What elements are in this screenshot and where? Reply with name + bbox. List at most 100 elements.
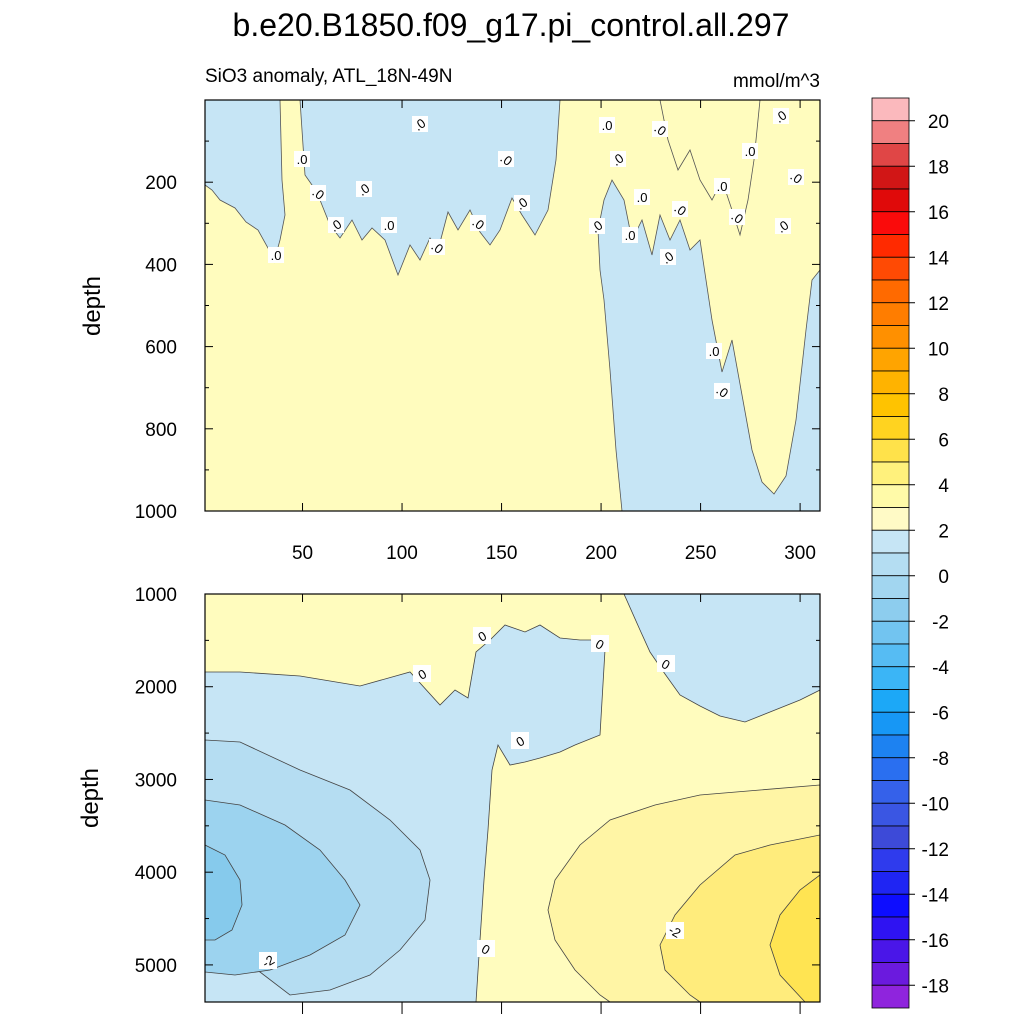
top-contour-label: .0	[429, 238, 446, 257]
top-contour-label: .0	[672, 200, 689, 219]
colorbar-box	[871, 962, 910, 986]
colorbar-box	[871, 370, 910, 395]
colorbar-box	[871, 984, 910, 1009]
top-contour-fill	[205, 100, 820, 511]
colorbar-label: 10	[928, 339, 949, 360]
colorbar-label: -4	[932, 658, 949, 679]
colorbar-box	[871, 734, 910, 759]
top-x-tick-label: 150	[486, 543, 518, 564]
colorbar-label: -18	[922, 976, 949, 997]
colorbar-box	[871, 757, 910, 781]
top-contour-label: .0	[652, 120, 669, 139]
top-contour-labels: .0.0.0.0.0.0.0.0.0.0.0.0.0.0.0.0.0.0.0.0…	[268, 107, 805, 401]
colorbar-box	[871, 165, 910, 190]
bottom-y-tick-label: 1000	[135, 585, 177, 606]
top-contour-label: .0	[310, 184, 327, 203]
colorbar-label: 4	[938, 476, 949, 497]
top-y-tick-label: 800	[145, 420, 177, 441]
colorbar-label: -8	[932, 749, 949, 770]
colorbar-label: 6	[938, 430, 949, 451]
top-contour-label: .0	[498, 150, 515, 169]
svg-text:.0: .0	[602, 118, 613, 133]
colorbar-label: 12	[928, 294, 949, 315]
colorbar-box	[871, 507, 910, 531]
bottom-contour-label: 0	[591, 635, 609, 653]
colorbar-label: 8	[938, 385, 949, 406]
colorbar-label: -2	[932, 612, 949, 633]
colorbar-box	[871, 871, 910, 895]
units-label: mmol/m^3	[733, 71, 820, 92]
svg-text:.0: .0	[717, 179, 728, 194]
svg-text:.0: .0	[625, 228, 636, 243]
top-contour-label: .0	[729, 208, 746, 227]
top-contour-label: .0	[268, 247, 284, 263]
top-x-tick-label: 50	[292, 543, 313, 564]
colorbar-box	[871, 256, 910, 281]
colorbar-box	[871, 188, 910, 213]
bottom-contour-label: 0	[657, 655, 675, 673]
bottom-negative-region-2	[205, 799, 361, 976]
bottom-y-tick-label: 3000	[135, 770, 177, 791]
colorbar-box	[871, 438, 910, 463]
bottom-y-axis: 1000 2000 3000 4000 5000	[135, 585, 820, 977]
colorbar-label: 20	[928, 112, 949, 133]
colorbar-label: 18	[928, 157, 949, 178]
top-contour-label: .0	[788, 168, 805, 187]
top-contour-label: .0	[513, 194, 530, 213]
top-y-tick-label: 400	[145, 255, 177, 276]
colorbar-box	[871, 211, 910, 235]
bottom-contour-label: -2	[666, 922, 684, 941]
colorbar-box	[871, 598, 910, 622]
svg-text:.0: .0	[384, 218, 395, 233]
colorbar-label: 0	[938, 567, 949, 588]
bottom-contour-label: 0	[413, 665, 431, 683]
top-contour-label: .0	[588, 217, 605, 236]
top-contour-label: .0	[706, 343, 722, 359]
colorbar-box	[871, 689, 910, 713]
top-contour-label: .0	[634, 189, 650, 205]
top-contour-label: .0	[599, 117, 615, 133]
top-contour-label: .0	[381, 217, 397, 233]
bottom-panel: 1000 2000 3000 4000 5000 0 0 0 0 0 0 -2 -2 depth	[77, 585, 821, 1014]
top-x-tick-label: 100	[386, 543, 418, 564]
colorbar-box	[871, 279, 910, 304]
colorbar-box	[871, 848, 910, 872]
colorbar-label: -14	[922, 885, 950, 906]
colorbar-box	[871, 620, 910, 645]
top-x-tick-label: 200	[585, 543, 617, 564]
bottom-contour-label: 0	[473, 627, 491, 645]
colorbar-box	[871, 347, 910, 372]
top-x-axis: 50 100 150 200 250 300	[292, 100, 816, 564]
bottom-plot-frame	[204, 593, 821, 1003]
colorbar-box	[871, 643, 910, 668]
colorbar-box	[871, 234, 910, 258]
colorbar-box	[871, 825, 910, 850]
bottom-negative-region-3	[205, 844, 243, 941]
top-contour-label: .0	[294, 151, 310, 167]
colorbar-box	[871, 484, 910, 508]
top-y-axis: 200 400 600 800 1000	[135, 140, 820, 523]
colorbar-box	[871, 780, 910, 804]
top-x-tick-label: 300	[784, 543, 816, 564]
colorbar-box	[871, 666, 910, 690]
top-contour-label: .0	[470, 214, 487, 233]
top-y-axis-title: depth	[79, 276, 106, 336]
svg-text:.0: .0	[745, 144, 756, 159]
svg-text:.0: .0	[709, 344, 720, 359]
bottom-y-tick-label: 4000	[135, 863, 177, 884]
svg-text:.0: .0	[271, 248, 282, 263]
colorbar-box	[871, 939, 910, 963]
colorbar-box	[871, 302, 910, 326]
top-negative-region-left	[205, 100, 286, 264]
colorbar-label: -6	[932, 703, 949, 724]
bottom-y-axis-title: depth	[77, 768, 104, 828]
colorbar-label: 2	[938, 521, 949, 542]
colorbar-box	[871, 393, 910, 417]
bottom-negative-region-top-right	[623, 594, 820, 723]
top-contour-label: .0	[659, 248, 676, 267]
colorbar-box	[871, 529, 910, 554]
top-contour-label: .0	[714, 178, 730, 194]
top-contour-label: .0	[327, 216, 344, 235]
top-contour-label: .0	[772, 107, 789, 126]
